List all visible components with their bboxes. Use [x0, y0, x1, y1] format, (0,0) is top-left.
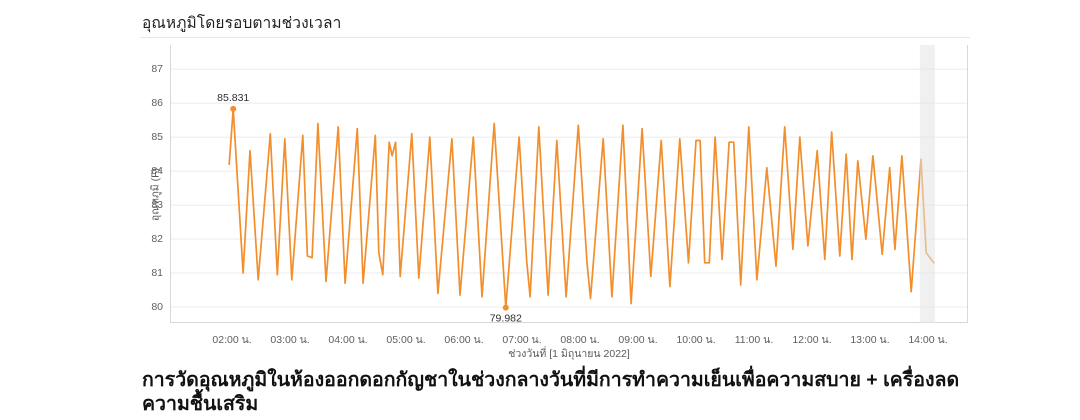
y-tick-label-84: 84: [151, 165, 163, 178]
y-tick-label-87: 87: [151, 63, 163, 76]
x-tick-label-11: 11:00 น.: [734, 334, 774, 346]
chart-caption: การวัดอุณหภูมิในห้องออกดอกกัญชาในช่วงกลา…: [142, 369, 960, 415]
y-tick-label-83: 83: [151, 199, 163, 212]
title-divider: [140, 37, 970, 38]
page-title: อุณหภูมิโดยรอบตามช่วงเวลา: [142, 15, 342, 32]
annotation-label-max: 85.831: [217, 92, 249, 104]
y-tick-label-86: 86: [151, 97, 163, 110]
x-tick-label-8: 08:00 น.: [560, 334, 600, 346]
temperature-line-chart[interactable]: 85.831 79.982: [170, 45, 968, 323]
x-tick-label-3: 03:00 น.: [270, 334, 310, 346]
x-tick-label-12: 12:00 น.: [792, 334, 832, 346]
temperature-series-line[interactable]: [228, 108, 935, 309]
y-tick-label-81: 81: [151, 267, 163, 280]
x-tick-label-9: 09:00 น.: [618, 334, 658, 346]
x-tick-label-6: 06:00 น.: [444, 334, 484, 346]
annotation-marker-max[interactable]: [230, 105, 237, 112]
y-axis-title: อุณหภูมิ (F): [149, 167, 162, 222]
x-tick-label-4: 04:00 น.: [328, 334, 368, 346]
annotation-label-min: 79.982: [490, 313, 522, 323]
x-tick-label-10: 10:00 น.: [676, 334, 716, 346]
x-tick-label-7: 07:00 น.: [502, 334, 542, 346]
y-tick-label-82: 82: [151, 233, 163, 246]
y-tick-label-80: 80: [151, 301, 163, 314]
x-tick-label-2: 02:00 น.: [212, 334, 252, 346]
x-tick-label-14: 14:00 น.: [908, 334, 948, 346]
x-tick-label-5: 05:00 น.: [386, 334, 426, 346]
y-tick-label-85: 85: [151, 131, 163, 144]
x-tick-label-13: 13:00 น.: [850, 334, 890, 346]
current-time-highlight-band[interactable]: [919, 45, 935, 323]
annotation-marker-min[interactable]: [502, 304, 509, 311]
plot-area[interactable]: 85.831 79.982: [170, 45, 968, 323]
x-axis-title: ช่วงวันที่ [1 มิถุนายน 2022]: [508, 348, 630, 360]
